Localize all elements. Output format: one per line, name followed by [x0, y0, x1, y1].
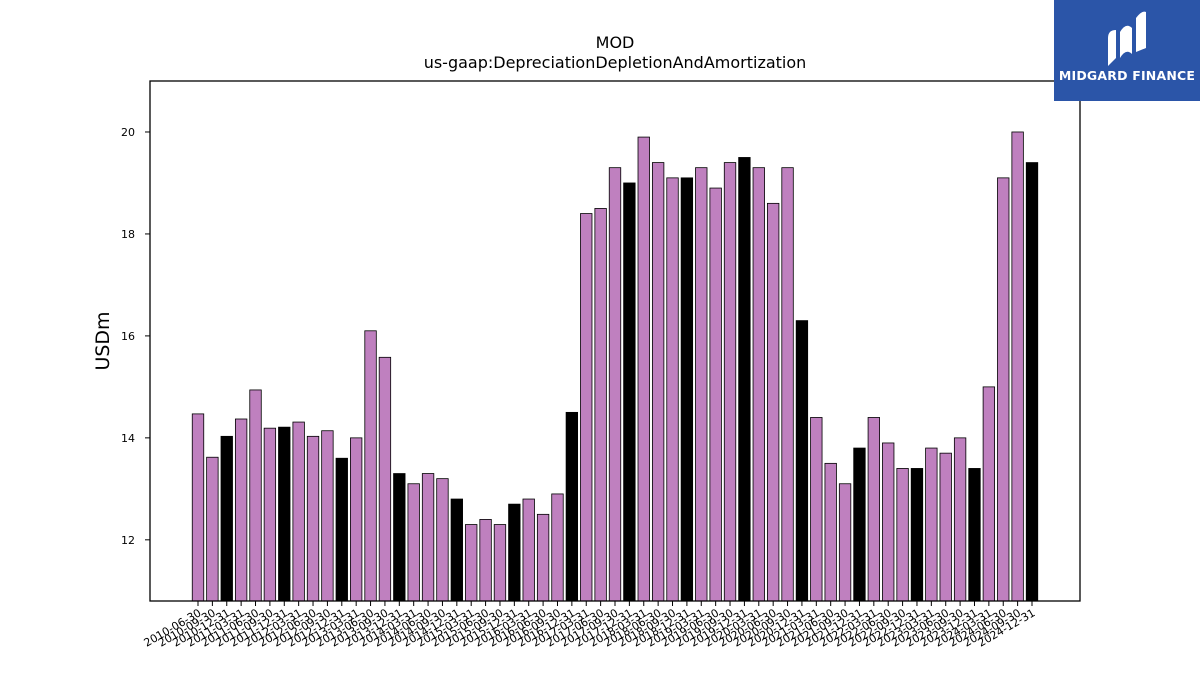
plot-frame	[149, 80, 1081, 602]
bar-2016-12-31	[565, 411, 579, 602]
bar-2016-09-30	[551, 493, 564, 602]
bar-2020-03-31	[752, 167, 765, 602]
bar-2010-06-30	[191, 413, 205, 602]
bar-2019-06-30	[709, 187, 722, 602]
bar-2015-06-30	[479, 519, 492, 602]
bar-2014-09-30	[436, 478, 449, 602]
bar-2011-12-31	[278, 426, 291, 602]
bar-2022-06-30	[882, 442, 895, 602]
y-axis-label: USDm	[92, 311, 114, 370]
bar-2018-06-30	[651, 162, 665, 602]
y-tick-label: 16	[121, 330, 135, 343]
bar-2024-03-31	[982, 386, 996, 602]
bar-2016-03-31	[522, 498, 535, 602]
chart-subtitle: us-gaap:DepreciationDepletionAndAmortiza…	[424, 53, 807, 72]
bar-2014-03-31	[407, 483, 420, 602]
midgard-logo-icon	[1108, 11, 1146, 66]
bar-2014-06-30	[421, 473, 435, 602]
bar-2020-09-30	[781, 167, 794, 602]
logo-text: MIDGARD FINANCE	[1058, 68, 1196, 83]
bar-2021-06-30	[824, 462, 837, 602]
bar-2024-12-31	[1025, 162, 1039, 602]
bar-2020-06-30	[767, 202, 780, 602]
bar-2024-09-30	[1011, 131, 1024, 602]
bar-2017-03-31	[580, 213, 593, 602]
bar-2018-09-30	[666, 177, 679, 602]
bar-2022-03-31	[867, 417, 880, 602]
bar-2021-03-31	[810, 417, 823, 602]
bar-2019-12-31	[738, 157, 751, 602]
bar-2013-03-31	[350, 437, 363, 602]
bar-2022-09-30	[896, 468, 909, 602]
bar-2023-09-30	[953, 437, 967, 602]
bar-2018-03-31	[637, 136, 650, 602]
bar-2023-03-31	[925, 447, 938, 602]
bar-2012-06-30	[306, 435, 320, 602]
bar-2019-09-30	[723, 162, 737, 602]
bar-2010-12-31	[220, 435, 233, 602]
y-tick-label: 18	[121, 228, 135, 241]
y-tick-label: 14	[121, 432, 135, 445]
bar-2015-09-30	[493, 524, 507, 602]
bar-2024-06-30	[997, 177, 1010, 602]
bar-2015-12-31	[508, 503, 521, 602]
y-tick-label: 20	[121, 126, 135, 139]
bar-2017-12-31	[623, 182, 636, 602]
bar-2019-03-31	[695, 167, 708, 602]
bar-2018-12-31	[680, 177, 694, 602]
y-tick-label: 12	[121, 534, 135, 547]
bar-2012-12-31	[335, 457, 348, 602]
bar-2012-03-31	[292, 421, 305, 602]
midgard-finance-logo: MIDGARD FINANCE	[1054, 0, 1200, 101]
bar-2021-12-31	[853, 447, 866, 602]
bar-2013-06-30	[364, 330, 377, 602]
y-axis: 12 14 16 18 20	[121, 126, 150, 547]
bar-2017-09-30	[608, 167, 622, 602]
bar-2023-06-30	[939, 452, 952, 602]
bar-2012-09-30	[321, 430, 334, 602]
bar-2013-12-31	[393, 473, 406, 602]
bar-2011-09-30	[263, 427, 277, 602]
bar-2011-06-30	[249, 389, 262, 602]
bar-2020-12-31	[795, 320, 809, 602]
bar-2011-03-31	[234, 418, 248, 602]
x-axis: 2010-06-302010-09-302010-12-312011-03-31…	[142, 601, 1038, 650]
bar-2014-12-31	[450, 498, 463, 602]
bar-2010-09-30	[206, 456, 219, 602]
bar-2017-06-30	[594, 208, 607, 602]
bar-2023-12-31	[968, 468, 981, 602]
bars-group	[191, 131, 1039, 602]
bar-2021-09-30	[838, 483, 852, 602]
bar-2016-06-30	[536, 513, 550, 602]
chart-title: MOD	[596, 33, 635, 52]
bar-2013-09-30	[378, 356, 392, 602]
bar-2022-12-31	[910, 468, 924, 602]
bar-2015-03-31	[465, 524, 478, 602]
